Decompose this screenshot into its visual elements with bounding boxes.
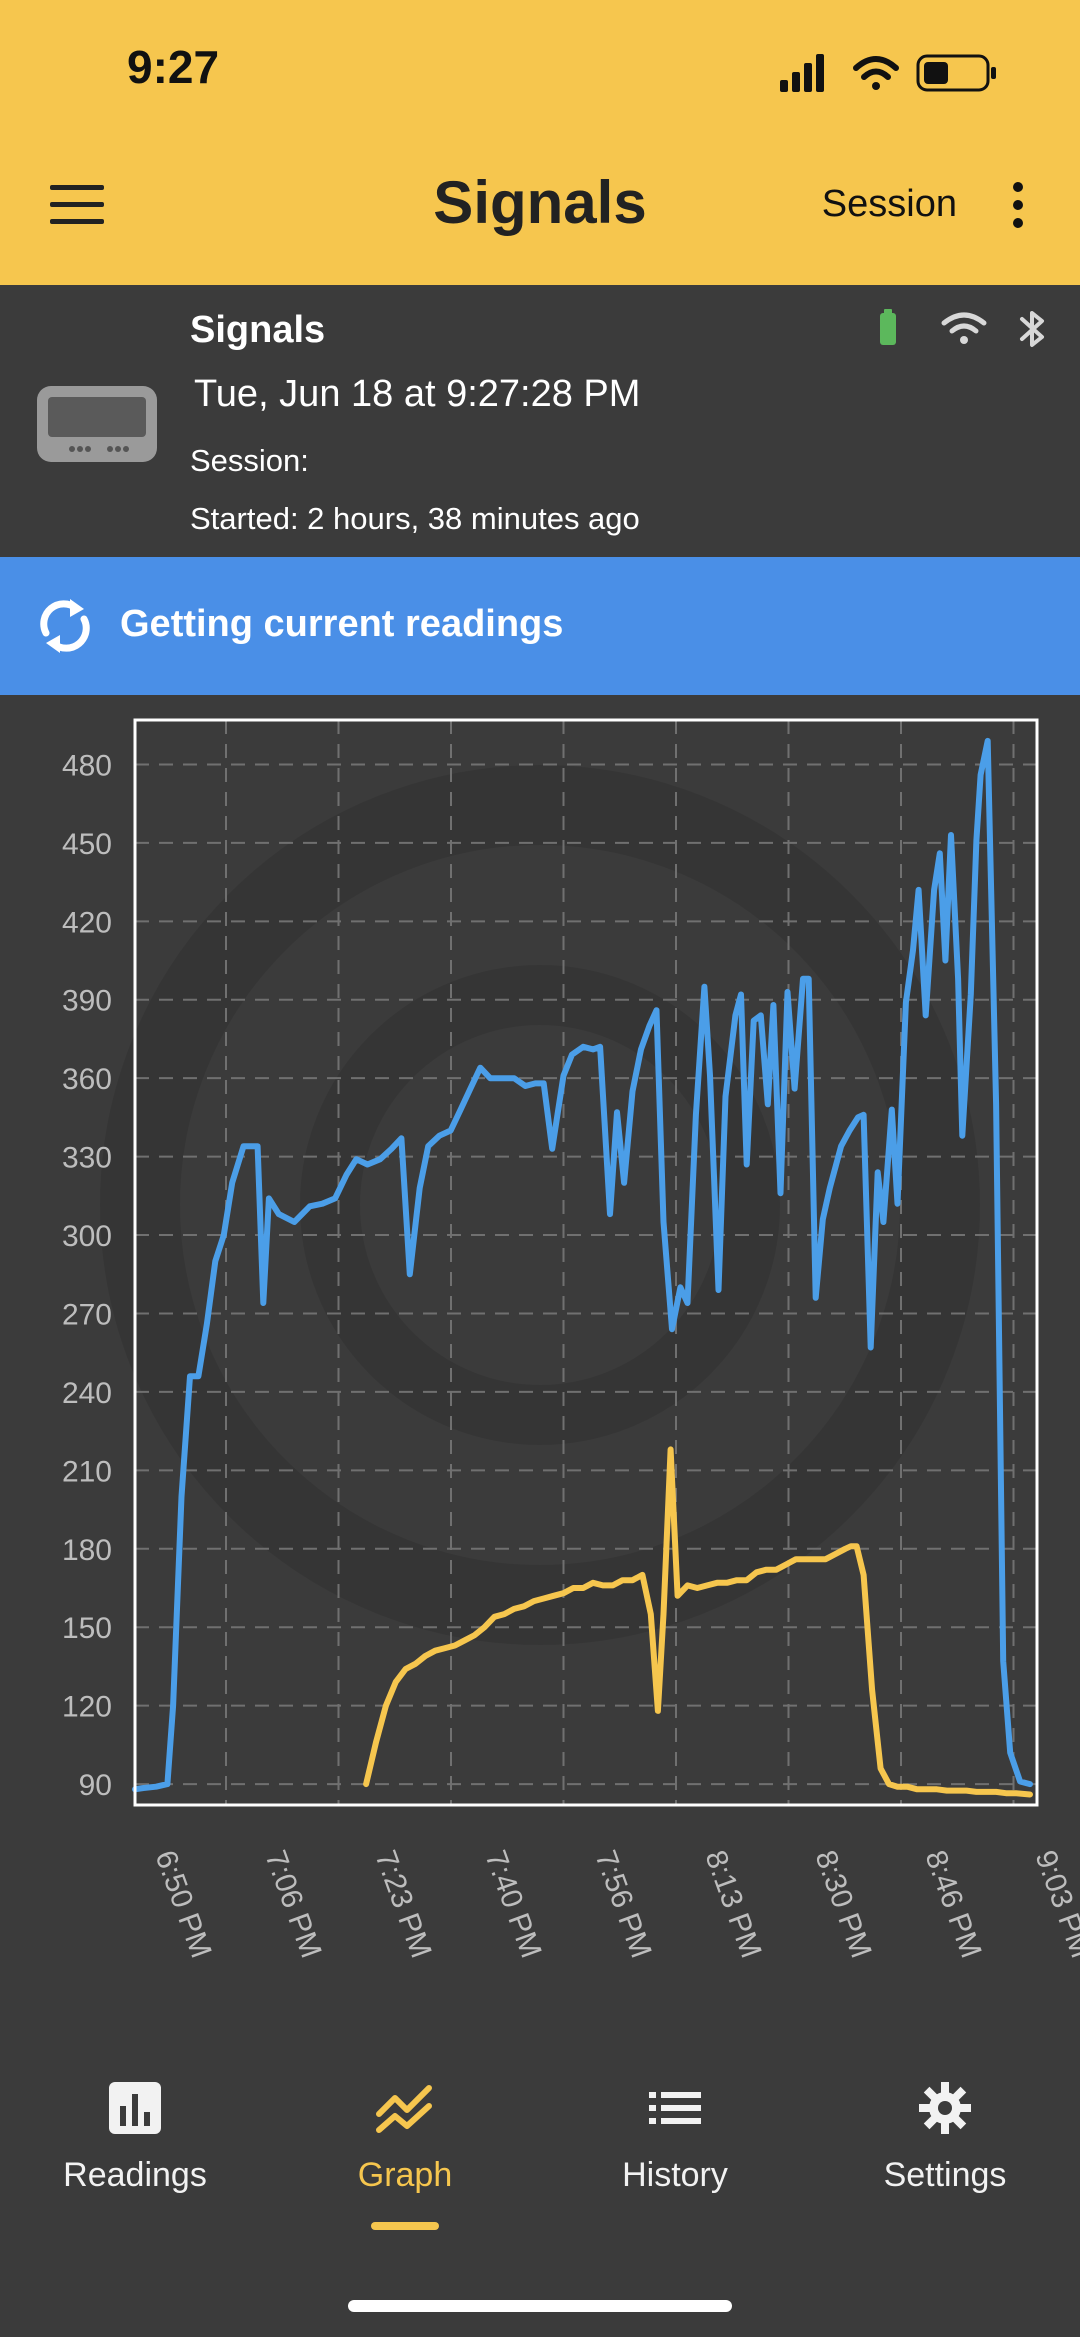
device-name: Signals xyxy=(190,309,326,351)
device-wifi-icon xyxy=(941,312,987,344)
x-tick-label: 7:23 PM xyxy=(368,1846,437,1962)
y-tick-label: 300 xyxy=(62,1220,112,1253)
x-tick-label: 7:56 PM xyxy=(588,1846,657,1962)
bar-chart-icon xyxy=(109,2082,161,2134)
app-header: 9:27 Signals Session xyxy=(0,0,1080,285)
series-line-1 xyxy=(363,1446,1033,1798)
menu-button[interactable] xyxy=(50,185,104,225)
battery-icon xyxy=(916,54,996,92)
y-tick-label: 120 xyxy=(62,1691,112,1724)
gear-icon xyxy=(919,2082,971,2134)
nav-label: Readings xyxy=(63,2156,207,2194)
x-tick-label: 7:06 PM xyxy=(258,1846,327,1962)
y-tick-label: 240 xyxy=(62,1377,112,1410)
active-tab-indicator xyxy=(371,2222,439,2230)
device-icon xyxy=(37,386,157,462)
page-title: Signals xyxy=(433,169,647,236)
y-tick-label: 180 xyxy=(62,1534,112,1567)
series-line-0 xyxy=(132,737,1033,1793)
plot-frame xyxy=(133,718,1039,1807)
nav-label: Graph xyxy=(357,2156,453,2194)
nav-readings[interactable]: Readings xyxy=(0,2080,270,2230)
y-tick-label: 450 xyxy=(62,828,112,861)
x-tick-label: 8:46 PM xyxy=(918,1846,987,1962)
y-tick-label: 360 xyxy=(62,1063,112,1096)
nav-label: Settings xyxy=(883,2156,1007,2194)
status-banner: Getting current readings xyxy=(0,557,1080,695)
list-icon xyxy=(649,2092,701,2124)
nav-settings[interactable]: Settings xyxy=(810,2080,1080,2230)
nav-history[interactable]: History xyxy=(540,2080,810,2230)
hamburger-icon-bar xyxy=(50,185,104,190)
y-tick-label: 480 xyxy=(62,749,112,782)
bottom-navigation: Readings Graph History Setti xyxy=(0,2040,1080,2240)
sync-icon xyxy=(40,599,90,653)
more-options-icon[interactable] xyxy=(1008,182,1028,238)
y-tick-label: 330 xyxy=(62,1142,112,1175)
device-info-panel: Signals Tue, Jun 18 at 9:27:28 PM Sessio… xyxy=(0,285,1080,557)
banner-text: Getting current readings xyxy=(120,603,564,645)
started-label: Started: 2 hours, 38 minutes ago xyxy=(190,501,640,536)
session-button[interactable]: Session xyxy=(821,183,957,225)
connection-status-icons xyxy=(880,309,1044,347)
device-battery-icon xyxy=(880,309,896,345)
x-tick-label: 8:30 PM xyxy=(808,1846,877,1962)
device-datetime: Tue, Jun 18 at 9:27:28 PM xyxy=(194,373,641,415)
y-tick-label: 420 xyxy=(62,906,112,939)
y-tick-label: 270 xyxy=(62,1298,112,1331)
status-time: 9:27 xyxy=(127,41,220,93)
x-tick-label: 6:50 PM xyxy=(148,1846,217,1962)
x-tick-label: 9:03 PM xyxy=(1028,1846,1080,1962)
y-tick-label: 150 xyxy=(62,1612,112,1645)
y-tick-label: 390 xyxy=(62,985,112,1018)
signal-chart[interactable]: 90 120 150 180 210 240 270 300 330 360 390 420 450 48… xyxy=(0,695,1080,2015)
status-icons xyxy=(780,54,996,92)
x-tick-label: 7:40 PM xyxy=(478,1846,547,1962)
cellular-signal-icon xyxy=(780,54,824,92)
y-tick-label: 210 xyxy=(62,1455,112,1488)
nav-graph[interactable]: Graph xyxy=(270,2080,540,2230)
nav-label: History xyxy=(622,2156,728,2194)
wifi-icon xyxy=(853,56,899,90)
trend-icon xyxy=(376,2085,432,2133)
hamburger-icon-bar xyxy=(50,219,104,224)
session-label: Session: xyxy=(190,443,309,478)
bluetooth-icon xyxy=(1020,311,1044,347)
home-indicator xyxy=(348,2300,732,2312)
x-tick-label: 8:13 PM xyxy=(698,1846,767,1962)
y-tick-label: 90 xyxy=(79,1769,112,1802)
watermark-logo xyxy=(100,765,980,1645)
hamburger-icon-bar xyxy=(50,202,104,207)
